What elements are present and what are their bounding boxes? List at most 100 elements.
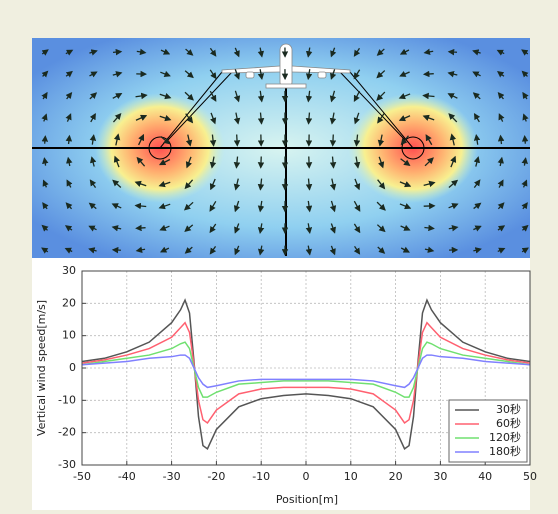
field-arrow bbox=[329, 134, 337, 147]
x-tick-label: -20 bbox=[207, 470, 225, 483]
field-arrow bbox=[112, 112, 122, 123]
field-arrow bbox=[423, 48, 434, 56]
field-arrow bbox=[376, 201, 386, 211]
field-arrow bbox=[472, 49, 481, 56]
field-arrow bbox=[64, 247, 73, 254]
field-overlay bbox=[32, 43, 530, 256]
field-arrow bbox=[399, 48, 410, 55]
field-arrow bbox=[378, 156, 385, 169]
field-arrow bbox=[41, 49, 49, 56]
field-arrow bbox=[473, 179, 481, 189]
x-tick-label: 20 bbox=[389, 470, 403, 483]
field-arrow bbox=[399, 181, 412, 188]
field-arrow bbox=[448, 113, 458, 123]
field-arrow bbox=[159, 93, 172, 100]
plot: -30 -20 -10 0 10 20 30 -50 -40 -30 -20 -10 0 10 20 30 40… bbox=[58, 264, 537, 483]
field-arrow bbox=[209, 223, 217, 234]
field-arrow bbox=[399, 203, 412, 210]
plot-frame bbox=[81, 270, 531, 466]
x-tick-label: -30 bbox=[163, 470, 181, 483]
field-arrow bbox=[521, 247, 529, 254]
field-arrow bbox=[423, 180, 436, 188]
series-line bbox=[81, 341, 531, 398]
field-arrow bbox=[65, 91, 73, 100]
field-arrow bbox=[233, 178, 241, 191]
field-arrow bbox=[422, 70, 434, 78]
field-arrow bbox=[112, 71, 123, 78]
field-arrow bbox=[158, 158, 171, 166]
field-arrow bbox=[377, 179, 386, 190]
field-arrow bbox=[521, 202, 528, 210]
field-arrow bbox=[209, 47, 217, 57]
field-arrow bbox=[134, 202, 147, 210]
field-arrow bbox=[113, 155, 120, 168]
field-arrow bbox=[497, 202, 505, 210]
field-arrow bbox=[354, 178, 361, 191]
field-arrow bbox=[65, 70, 73, 78]
y-tick-label: 30 bbox=[62, 264, 76, 277]
x-tick-label: 0 bbox=[303, 470, 310, 483]
x-tick-label: -50 bbox=[73, 470, 91, 483]
field-arrow bbox=[521, 49, 529, 56]
field-arrow bbox=[89, 134, 97, 145]
field-arrow bbox=[400, 246, 410, 253]
field-arrow bbox=[376, 48, 385, 56]
field-arrow bbox=[497, 225, 506, 232]
field-arrow bbox=[448, 203, 459, 210]
field-arrow bbox=[41, 70, 49, 78]
field-arrow bbox=[398, 115, 411, 122]
field-arrow bbox=[135, 246, 146, 253]
field-arrow bbox=[447, 48, 458, 56]
field-arrow bbox=[521, 179, 528, 188]
field-arrow bbox=[522, 91, 529, 100]
field-arrow bbox=[112, 179, 122, 188]
field-arrow bbox=[424, 157, 434, 167]
field-arrow bbox=[330, 47, 337, 58]
field-arrow bbox=[305, 69, 313, 81]
field-arrow bbox=[329, 178, 337, 191]
field-arrow bbox=[234, 223, 241, 234]
field-arrow bbox=[112, 48, 123, 56]
field-arrow bbox=[257, 200, 265, 213]
field-arrow bbox=[135, 114, 148, 121]
field-arrow bbox=[111, 203, 122, 210]
y-tick-label: -30 bbox=[58, 458, 76, 471]
field-arrow bbox=[257, 69, 265, 81]
legend-label: 120秒 bbox=[489, 430, 521, 444]
field-arrow bbox=[353, 112, 360, 125]
x-tick-label: 10 bbox=[344, 470, 358, 483]
field-arrow bbox=[353, 134, 361, 147]
field-arrow bbox=[257, 90, 265, 103]
legend-label: 180秒 bbox=[489, 444, 521, 458]
field-arrow bbox=[65, 49, 74, 56]
field-arrow bbox=[89, 92, 98, 100]
field-arrow bbox=[184, 91, 194, 101]
field-arrow bbox=[135, 224, 146, 232]
field-arrow bbox=[233, 47, 240, 58]
field-arrow bbox=[450, 155, 457, 168]
y-tick-label: 0 bbox=[69, 361, 76, 374]
field-arrow bbox=[521, 70, 529, 78]
field-arrow bbox=[398, 93, 411, 100]
field-arrow bbox=[305, 200, 313, 213]
series-line bbox=[81, 321, 531, 425]
field-arrow bbox=[521, 135, 529, 144]
field-arrow bbox=[233, 90, 241, 103]
field-arrow bbox=[257, 47, 265, 58]
field-arrow bbox=[473, 225, 482, 232]
field-arrow bbox=[159, 246, 170, 253]
field-arrow bbox=[209, 178, 216, 191]
field-arrow bbox=[136, 48, 147, 56]
field-arrow bbox=[134, 180, 147, 187]
field-arrow bbox=[329, 245, 336, 256]
field-arrow bbox=[449, 133, 457, 146]
x-tick-label: 50 bbox=[523, 470, 537, 483]
field-arrow bbox=[353, 245, 361, 255]
field-arrow bbox=[447, 71, 458, 78]
field-arrow bbox=[64, 225, 73, 232]
field-arrow bbox=[88, 225, 97, 232]
field-arrow bbox=[376, 224, 386, 233]
field-arrow bbox=[257, 178, 265, 191]
